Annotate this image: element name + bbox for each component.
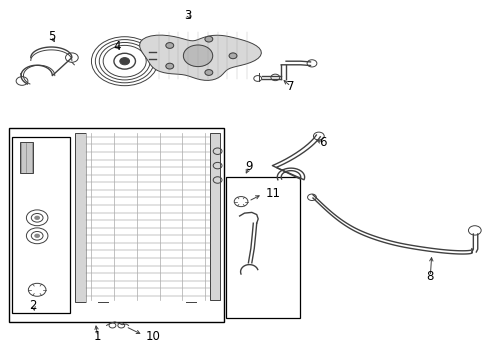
Text: 3: 3 [184,9,192,22]
Circle shape [165,42,173,48]
Text: 1: 1 [94,330,102,343]
Bar [20,142,33,173]
Text: 5: 5 [47,30,55,42]
Bar [226,177,299,318]
Polygon shape [140,35,261,80]
Text: 10: 10 [145,330,160,343]
Text: 8: 8 [426,270,433,283]
Circle shape [34,216,40,220]
Circle shape [34,234,40,238]
Circle shape [120,58,129,65]
Bar [9,128,224,322]
Text: 4: 4 [113,40,121,53]
Text: 6: 6 [318,136,326,149]
Circle shape [183,45,212,67]
Text: 7: 7 [286,80,294,93]
Circle shape [165,63,173,69]
Circle shape [204,69,212,75]
Bar [210,133,220,300]
Circle shape [204,36,212,42]
Circle shape [228,53,237,59]
Text: 2: 2 [29,299,37,312]
Bar [75,133,86,302]
Bar [12,137,70,313]
Text: 11: 11 [265,187,280,200]
Text: 9: 9 [245,160,253,173]
